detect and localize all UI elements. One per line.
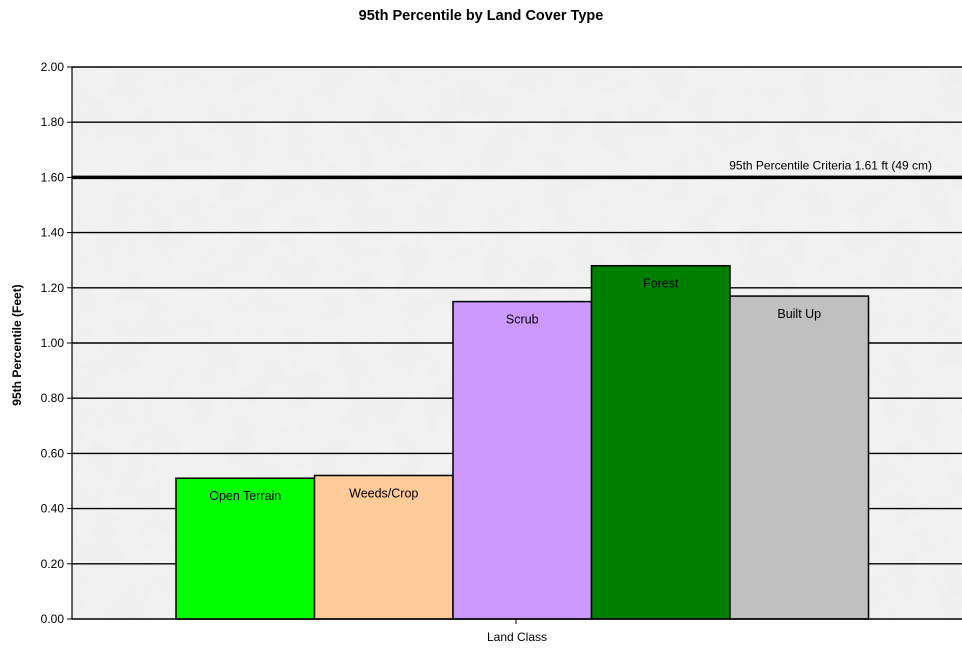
y-tick-label: 1.80 bbox=[41, 115, 65, 129]
y-tick-label: 2.00 bbox=[41, 60, 65, 74]
y-tick-label: 1.20 bbox=[41, 281, 65, 295]
y-tick-label: 1.60 bbox=[41, 170, 65, 184]
bar-label: Open Terrain bbox=[209, 489, 281, 503]
x-axis-title: Land Class bbox=[486, 630, 548, 644]
y-tick-label: 0.00 bbox=[41, 612, 65, 626]
bar-built-up bbox=[729, 295, 870, 620]
bar-label: Weeds/Crop bbox=[349, 486, 418, 500]
y-tick-label: 1.40 bbox=[41, 226, 65, 240]
bar-label: Scrub bbox=[506, 313, 539, 327]
y-tick-label: 0.60 bbox=[41, 446, 65, 460]
bar-label: Built Up bbox=[777, 307, 821, 321]
reference-line-label: 95th Percentile Criteria 1.61 ft (49 cm) bbox=[729, 158, 932, 172]
y-tick-label: 0.40 bbox=[41, 502, 65, 516]
bar-label: Forest bbox=[643, 277, 679, 291]
bar-forest bbox=[590, 264, 731, 620]
y-tick-label: 1.00 bbox=[41, 336, 65, 350]
bar-scrub bbox=[452, 300, 593, 620]
chart-title: 95th Percentile by Land Cover Type bbox=[358, 8, 604, 24]
y-tick-label: 0.20 bbox=[41, 557, 65, 571]
y-tick-label: 0.80 bbox=[41, 391, 65, 405]
